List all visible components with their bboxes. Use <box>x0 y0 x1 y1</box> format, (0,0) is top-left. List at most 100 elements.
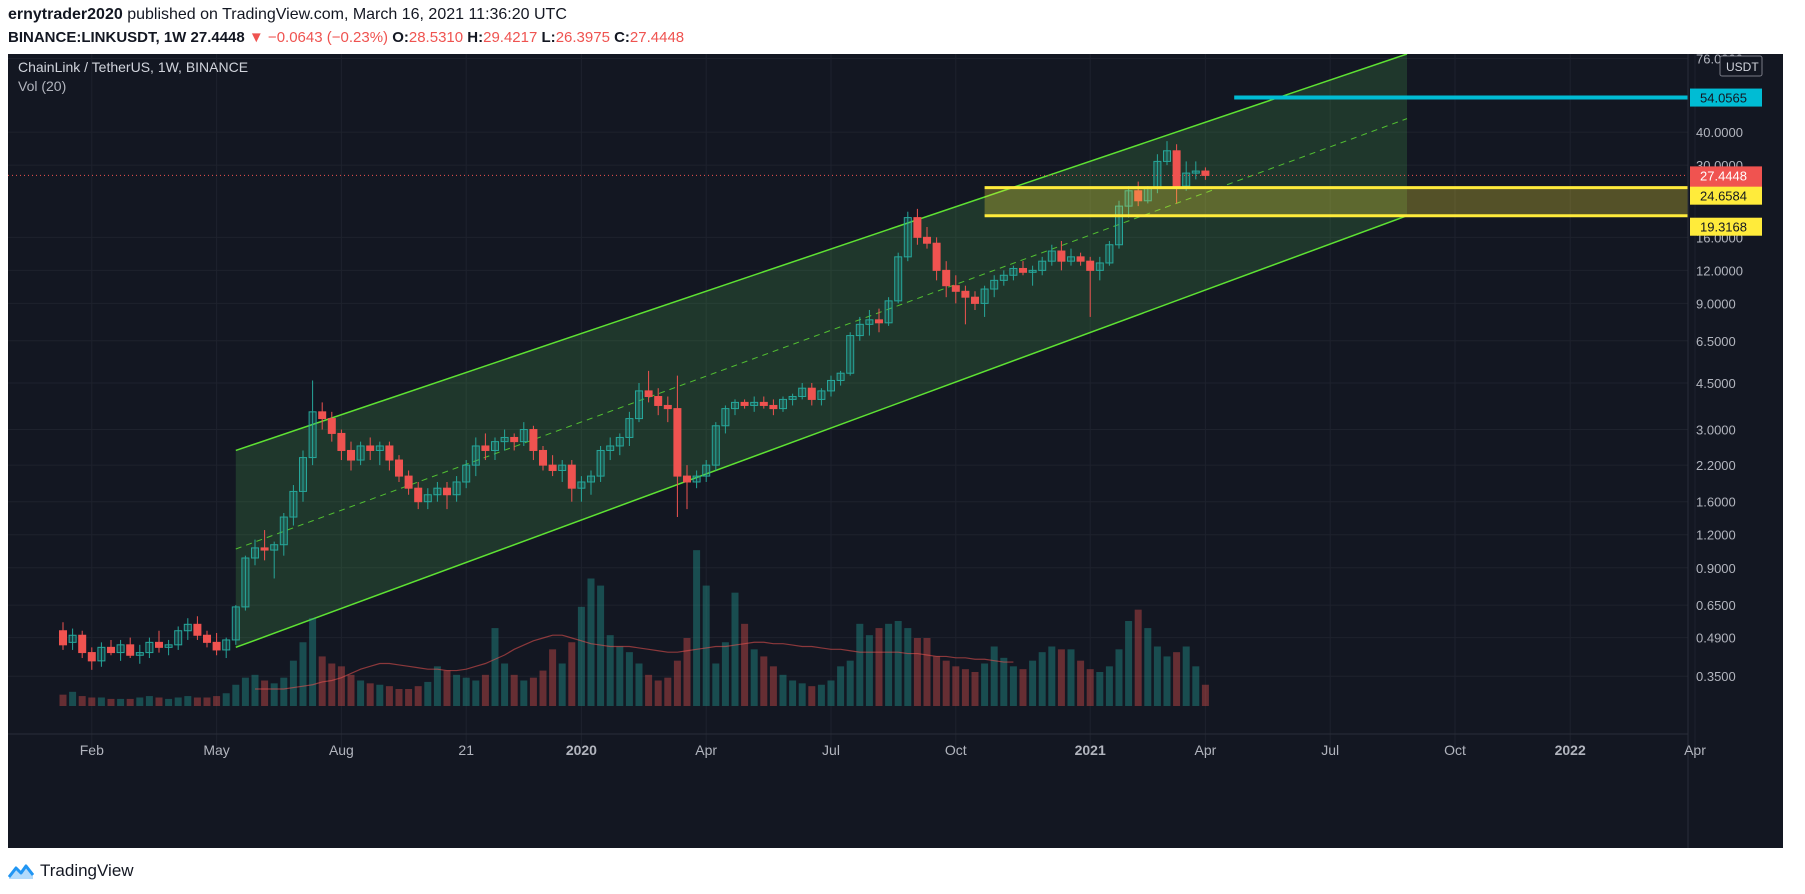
candle-body <box>1028 269 1037 273</box>
candle-body <box>510 436 519 443</box>
candle-body <box>414 487 423 503</box>
candle-body <box>548 464 557 471</box>
tradingview-logo-icon[interactable] <box>8 863 34 879</box>
channel-lower-line[interactable] <box>235 215 1408 649</box>
candle-body <box>500 436 509 443</box>
candle-body <box>625 418 634 438</box>
volume-bar <box>251 674 259 706</box>
high-value: 29.4217 <box>483 29 538 46</box>
price-label-bg <box>1690 217 1762 236</box>
price-label-bg <box>1690 166 1762 185</box>
volume-bar <box>1000 657 1008 706</box>
candle-body <box>327 418 336 434</box>
author-name[interactable]: ernytrader2020 <box>8 6 123 23</box>
volume-bar <box>808 686 816 706</box>
volume-bar <box>942 660 950 706</box>
candle-body <box>87 652 96 662</box>
candle-body <box>423 494 432 503</box>
candle-body <box>711 425 720 466</box>
volume-bar <box>1153 646 1161 706</box>
candle-body <box>116 644 125 654</box>
candle-body <box>894 256 903 302</box>
candle-body <box>587 475 595 483</box>
volume-bar <box>357 680 365 706</box>
x-tick-label: Oct <box>1444 742 1466 758</box>
last-price: 27.4448 <box>190 29 245 46</box>
candle-body <box>1182 172 1191 187</box>
candle-body <box>1019 267 1027 273</box>
candle-body <box>164 644 173 648</box>
candle-body <box>308 411 317 459</box>
volume-bar <box>309 618 317 706</box>
volume-bar <box>894 621 902 706</box>
volume-indicator-label[interactable]: Vol (20) <box>18 78 66 94</box>
brand-name[interactable]: TradingView <box>40 861 134 880</box>
candle-body <box>740 401 749 406</box>
publish-date: published on TradingView.com, March 16, … <box>127 6 567 23</box>
symbol-name: BINANCE:LINKUSDT, 1W <box>8 29 187 46</box>
price-axis[interactable]: 76.000040.000030.000016.000012.00009.000… <box>1687 54 1763 848</box>
time-axis[interactable]: Feb May Aug 21 2020 Apr Jul Oct 2021 Apr Jul Oct 202… <box>8 733 1706 758</box>
candle-body <box>875 319 883 324</box>
y-tick-label: 0.9000 <box>1696 561 1736 576</box>
price-label: 54.0565 <box>1700 91 1747 106</box>
support-zone[interactable] <box>984 187 1688 216</box>
regression-channel[interactable] <box>235 54 1408 649</box>
channel-upper-line[interactable] <box>235 54 1408 452</box>
volume-bar <box>337 666 345 706</box>
candle-body <box>471 445 480 466</box>
candle-body <box>990 279 999 290</box>
x-tick-label: May <box>203 742 229 758</box>
candle-body <box>750 401 759 406</box>
candle-body <box>846 335 855 374</box>
chart-frame[interactable]: 76.000040.000030.000016.000012.00009.000… <box>8 54 1783 848</box>
candle-body <box>1047 250 1056 262</box>
price-label: 24.6584 <box>1700 189 1747 204</box>
volume-bar <box>261 680 269 706</box>
grid <box>8 54 1696 751</box>
volume-bar <box>347 674 355 706</box>
volume-bar <box>424 681 432 706</box>
volume-bar <box>827 680 835 706</box>
candle-body <box>107 646 115 654</box>
candle-body <box>807 387 816 400</box>
candle-body <box>1076 256 1085 262</box>
candles <box>59 141 1210 670</box>
candle-body <box>577 481 586 489</box>
candle-body <box>903 217 912 258</box>
volume-bar <box>289 660 297 706</box>
volume-bar <box>414 686 422 706</box>
candle-body <box>951 285 960 292</box>
volume-bar <box>693 550 701 706</box>
candle-body <box>567 464 576 489</box>
overlays[interactable] <box>8 95 1688 218</box>
volume-bar <box>750 649 758 706</box>
volume-bar <box>328 663 336 706</box>
volume-bar <box>673 660 681 706</box>
candle-body <box>68 634 77 643</box>
candle-body <box>1105 244 1114 264</box>
candle-body <box>539 449 547 466</box>
x-tick-label: Feb <box>80 742 104 758</box>
x-tick-label: 2022 <box>1555 742 1586 758</box>
currency-badge <box>1719 55 1763 77</box>
volume-bar <box>136 697 144 706</box>
candle-body <box>212 641 221 651</box>
volume-bar <box>981 663 989 706</box>
candle-body <box>702 464 711 477</box>
x-tick-label: 2021 <box>1075 742 1106 758</box>
x-tick-label: 21 <box>458 742 474 758</box>
volume-bar <box>779 674 787 706</box>
candle-body <box>1067 256 1075 262</box>
candle-body <box>270 544 279 551</box>
volume-bar <box>520 680 528 706</box>
candle-body <box>836 372 845 381</box>
price-label: 27.4448 <box>1700 168 1747 183</box>
price-chart[interactable]: 76.000040.000030.000016.000012.00009.000… <box>8 54 1783 848</box>
volume-bar <box>222 693 230 706</box>
candle-body <box>404 475 413 489</box>
volume-bar <box>155 697 163 706</box>
candle-body <box>999 274 1008 281</box>
footer: TradingView <box>8 858 134 884</box>
open-value: 28.5310 <box>408 29 464 46</box>
